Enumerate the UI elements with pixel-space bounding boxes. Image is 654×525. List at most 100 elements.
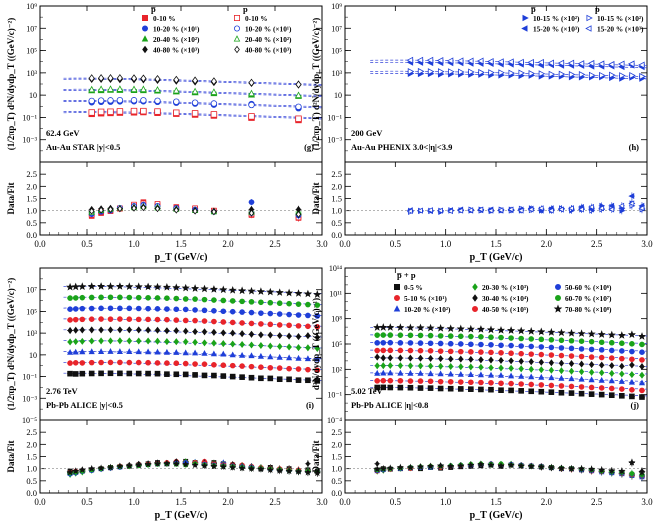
data-point — [154, 86, 161, 93]
x-tick-label: 3.0 — [316, 497, 328, 507]
y-tick-label: 10⁻¹ — [22, 373, 37, 382]
data-point — [116, 85, 124, 92]
data-point — [447, 370, 454, 377]
ratio-point — [97, 464, 105, 472]
data-point — [126, 348, 133, 355]
data-point — [374, 362, 380, 370]
data-point — [558, 383, 565, 389]
data-point — [577, 60, 585, 68]
data-point — [72, 306, 79, 312]
data-point — [295, 344, 302, 352]
data-point — [67, 349, 74, 355]
ratio-point — [547, 463, 555, 471]
system-label: Au-Au STAR |y|<0.5 — [46, 142, 120, 152]
data-point — [589, 361, 595, 369]
data-point — [154, 306, 161, 312]
ratio-y-tick-label: 0.0 — [331, 488, 342, 498]
data-point — [88, 316, 95, 322]
data-point — [416, 56, 424, 64]
data-point — [498, 334, 504, 341]
data-point — [568, 345, 575, 352]
data-point — [267, 364, 274, 371]
data-point — [466, 324, 475, 333]
data-point — [578, 71, 586, 78]
ratio-y-axis-label: Data/Fit — [311, 441, 321, 473]
ratio-point — [517, 207, 524, 214]
data-point — [537, 327, 546, 336]
ratio-point — [447, 462, 455, 470]
data-point — [173, 349, 180, 355]
data-point — [140, 97, 147, 104]
legend-label: 5-10 % (×10¹) — [404, 294, 447, 303]
panel-h: 0.0 0.5 1.0 1.5 2.0 2.5 3.0 p_T (GeV/c) 10⁹ 10⁷ 10… — [311, 2, 653, 263]
data-point — [67, 360, 73, 366]
data-point — [220, 340, 227, 348]
data-point — [397, 369, 404, 376]
data-point — [192, 307, 198, 313]
data-point — [229, 373, 236, 380]
data-point — [182, 338, 189, 346]
ratio-point — [578, 206, 584, 213]
y-tick-label: 10¹⁴ — [329, 264, 342, 273]
data-point — [97, 85, 105, 92]
data-point — [117, 305, 123, 312]
ratio-point — [210, 462, 218, 470]
data-point — [201, 307, 208, 314]
energy-label: 62.4 GeV — [46, 128, 80, 138]
data-point — [637, 332, 646, 340]
ratio-point — [487, 461, 495, 469]
data-point — [239, 330, 245, 338]
data-point — [467, 371, 474, 378]
ratio-point — [182, 460, 190, 468]
data-point — [578, 338, 585, 344]
data-point — [162, 282, 172, 291]
legend-marker — [233, 35, 241, 42]
data-point — [79, 360, 86, 366]
data-point — [417, 378, 424, 384]
data-point — [314, 344, 321, 352]
data-point — [248, 89, 255, 97]
data-point — [608, 339, 615, 346]
data-point — [116, 96, 124, 104]
data-point — [247, 286, 256, 295]
y-tick-label: 10³ — [27, 329, 38, 338]
ratio-y-axis-label: Data/Fit — [6, 183, 16, 215]
data-point — [295, 103, 302, 110]
data-point — [417, 362, 424, 370]
legend-label: 10-15 % (×10²) — [533, 14, 580, 23]
x-tick-label: 0.5 — [390, 239, 402, 249]
y-tick-label: 10⁷ — [331, 24, 342, 33]
data-point — [487, 371, 495, 378]
data-point — [220, 329, 227, 337]
data-point — [126, 370, 133, 377]
data-point — [619, 348, 625, 354]
data-point — [568, 383, 575, 390]
ratio-point — [577, 464, 586, 472]
data-point — [438, 355, 444, 363]
data-point — [568, 71, 576, 78]
data-point — [107, 370, 114, 377]
data-point — [229, 362, 236, 369]
data-point — [182, 349, 189, 356]
data-point — [397, 332, 404, 338]
data-point — [380, 384, 387, 391]
data-point — [507, 58, 514, 66]
x-axis-label: p_T (GeV/c) — [470, 510, 523, 521]
ratio-point — [285, 467, 293, 475]
data-point — [427, 370, 434, 377]
data-point — [447, 362, 454, 371]
data-point — [639, 394, 645, 400]
data-point — [88, 359, 95, 366]
data-point — [98, 359, 104, 366]
data-point — [211, 307, 217, 314]
data-point — [256, 287, 266, 295]
data-point — [267, 353, 274, 360]
ratio-point — [557, 206, 564, 213]
data-point — [72, 371, 79, 377]
data-point — [267, 331, 274, 339]
data-point — [72, 316, 79, 323]
data-point — [131, 74, 137, 83]
data-point — [88, 294, 95, 301]
data-point — [619, 362, 625, 370]
data-point — [380, 362, 386, 370]
